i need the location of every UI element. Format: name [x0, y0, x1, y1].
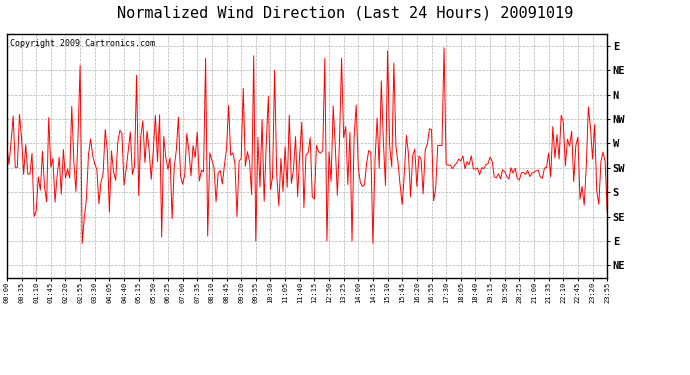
Text: Normalized Wind Direction (Last 24 Hours) 20091019: Normalized Wind Direction (Last 24 Hours…: [117, 6, 573, 21]
Text: Copyright 2009 Cartronics.com: Copyright 2009 Cartronics.com: [10, 39, 155, 48]
